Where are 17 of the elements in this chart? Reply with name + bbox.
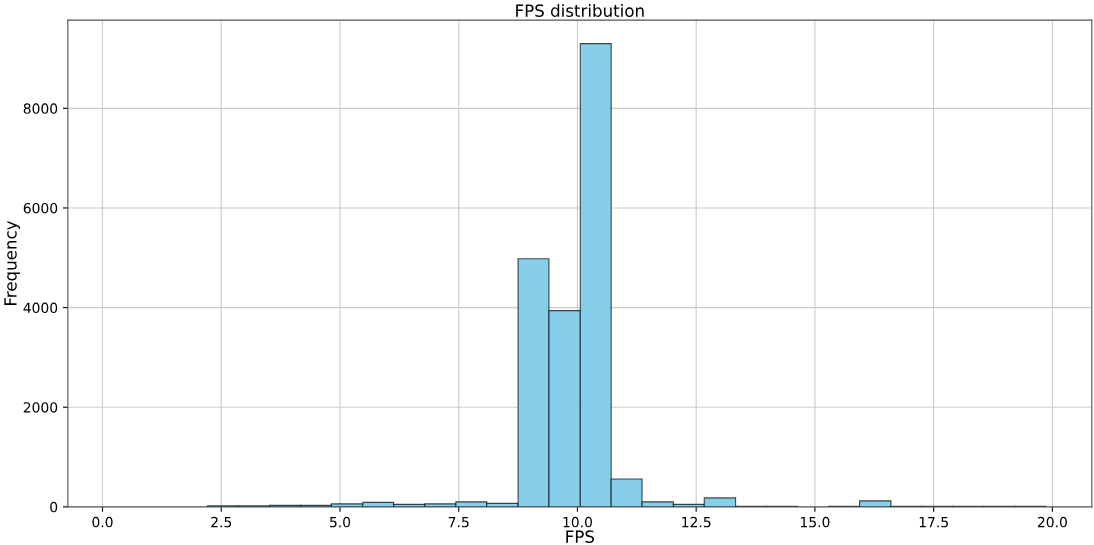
x-tick-label: 15.0: [800, 516, 830, 528]
x-tick-label: 10.0: [563, 516, 592, 528]
x-tick-label: 7.5: [448, 517, 469, 528]
x-tick-label: 12.5: [682, 516, 711, 528]
y-tick-label: 0: [50, 501, 58, 513]
chart-title: FPS distribution: [516, 4, 644, 17]
x-tick-label: 17.5: [919, 517, 948, 528]
x-tick-label: 20.0: [1037, 516, 1067, 528]
x-tick-label: 2.5: [211, 516, 232, 528]
y-tick-label: 4000: [23, 302, 58, 314]
x-tick-label: 5.0: [330, 516, 351, 528]
x-tick-label: 0.0: [92, 516, 113, 528]
x-axis-title: FPS: [566, 530, 594, 543]
y-axis-title: Frequency: [4, 220, 20, 305]
y-tick-label: 8000: [23, 103, 58, 114]
y-tick-label: 6000: [23, 202, 58, 214]
y-tick-label: 2000: [23, 402, 58, 413]
